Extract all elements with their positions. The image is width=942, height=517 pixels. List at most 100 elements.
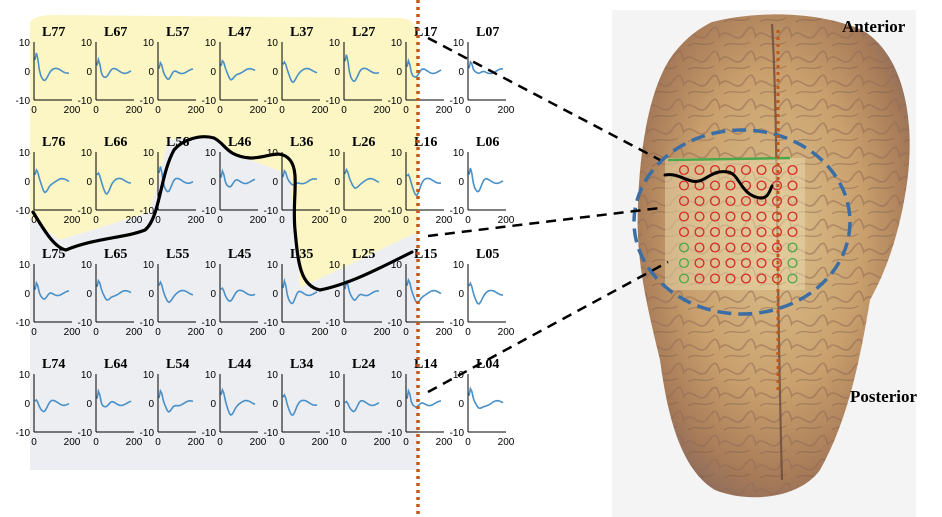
x-tick-label: 200 [188,215,205,226]
y-tick-label: -10 [202,318,217,329]
trace-cell-l36 [281,152,320,211]
y-tick-label: 10 [391,38,403,49]
x-tick-label: 0 [403,327,409,338]
trace-cell-l16 [405,152,444,211]
x-tick-label: 0 [403,215,409,226]
trace-cell-l27 [343,42,382,101]
electrode-marker [709,242,721,253]
trace-line [406,388,442,408]
y-tick-label: -10 [78,96,93,107]
electrode-label-l67: L67 [104,25,127,40]
electrode-marker [709,273,721,284]
y-tick-label: -10 [388,96,403,107]
y-tick-label: 10 [81,148,93,159]
electrode-marker [740,195,752,207]
connector-top-lower [427,206,661,238]
trace-line [34,168,70,194]
y-tick-label: 10 [143,148,155,159]
x-tick-label: 200 [498,437,515,448]
y-tick-label: 10 [267,260,279,271]
trace-line [34,398,70,413]
electrode-marker [678,211,690,222]
y-tick-label: 10 [81,370,93,381]
electrode-label-l56: L56 [166,135,189,150]
trace-line [282,168,318,186]
x-tick-label: 0 [155,437,161,448]
trace-line [96,56,132,79]
x-tick-label: 200 [436,437,453,448]
trace-line [96,278,132,301]
y-tick-label: -10 [202,96,217,107]
x-tick-label: 200 [312,327,329,338]
electrode-marker [740,226,752,238]
trace-line [158,280,194,304]
electrode-marker [694,164,705,176]
recording-area-ellipse [632,128,852,316]
y-tick-label: 0 [458,289,464,300]
y-tick-label: 0 [272,67,278,78]
y-tick-label: -10 [16,318,31,329]
array-top-edge [667,156,791,162]
x-tick-label: 200 [498,327,515,338]
x-tick-label: 200 [64,215,81,226]
electrode-label-l17: L17 [414,25,437,40]
trace-line [34,52,70,82]
electrode-label-l07: L07 [476,25,499,40]
electrode-marker [709,257,721,269]
y-tick-label: 10 [267,38,279,49]
x-tick-label: 200 [64,437,81,448]
electrode-marker [725,180,736,191]
trace-cell-l17 [405,42,444,101]
y-tick-label: -10 [326,206,341,217]
posterior-label: Posterior [850,387,917,406]
electrode-label-l26: L26 [352,135,375,150]
electrode-marker [709,180,721,191]
electrode-label-l25: L25 [352,247,375,262]
y-tick-label: -10 [264,96,279,107]
electrode-label-l37: L37 [290,25,313,40]
x-tick-label: 200 [126,105,143,116]
x-tick-label: 0 [465,105,471,116]
y-tick-label: 0 [458,399,464,410]
y-tick-label: 0 [210,289,216,300]
y-tick-label: 10 [329,148,341,159]
x-tick-label: 0 [217,437,223,448]
y-tick-label: 0 [148,177,154,188]
x-tick-label: 0 [403,105,409,116]
trace-line [220,387,256,417]
x-tick-label: 200 [250,215,267,226]
x-tick-label: 200 [312,437,329,448]
electrode-marker [678,273,690,284]
y-tick-label: 0 [458,67,464,78]
electrode-marker [787,226,798,238]
electrode-marker [740,257,752,269]
trace-cell-l44 [219,374,258,433]
electrode-marker [740,164,752,176]
electrode-marker [756,164,767,176]
electrode-marker [787,164,798,176]
electrode-label-l54: L54 [166,357,189,372]
electrode-marker [787,211,798,222]
electrode-marker [725,257,736,269]
trace-line [468,60,503,75]
x-tick-label: 200 [312,215,329,226]
y-tick-label: -10 [202,428,217,439]
electrode-marker [756,211,767,222]
trace-cell-l05 [467,264,506,323]
electrode-marker [756,180,767,191]
y-tick-label: -10 [450,206,465,217]
y-tick-label: 10 [143,260,155,271]
y-tick-label: 0 [86,399,92,410]
trace-cell-l06 [467,152,506,211]
x-tick-label: 200 [126,215,143,226]
electrode-marker [678,242,690,253]
electrode-label-l46: L46 [228,135,251,150]
trace-cell-l15 [405,264,444,323]
trace-cell-l45 [219,264,258,323]
electrode-marker [756,242,767,253]
electrode-marker [787,195,798,207]
electrode-marker [787,257,798,269]
electrode-label-l57: L57 [166,25,189,40]
x-tick-label: 0 [93,327,99,338]
